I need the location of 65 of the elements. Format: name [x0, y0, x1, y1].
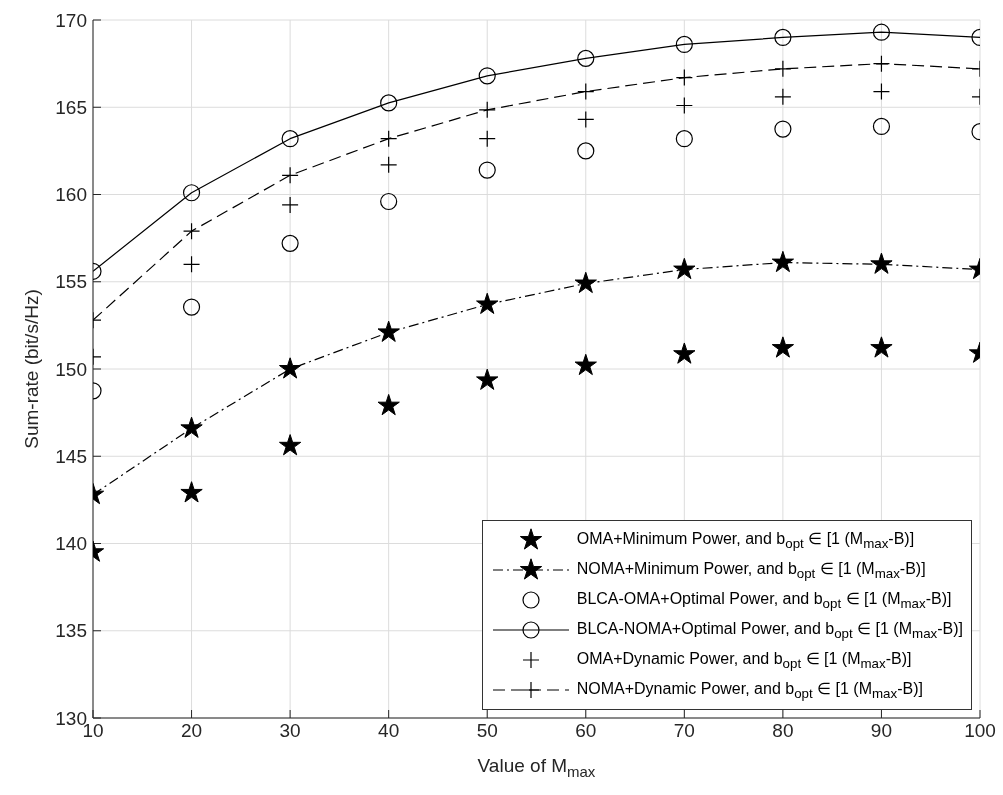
y-tick-label: 160 — [55, 184, 87, 206]
point — [577, 142, 595, 160]
x-tick-label: 90 — [870, 720, 893, 742]
y-tick-label: 170 — [55, 9, 87, 31]
x-tick-label: 30 — [279, 720, 301, 742]
y-tick-label: 135 — [55, 620, 87, 642]
x-tick-label: 70 — [673, 720, 695, 742]
point — [377, 393, 400, 416]
point — [673, 342, 696, 364]
legend-label: BLCA-OMA+Optimal Power, and b$_{opt}$ ∈ [1 (M$_{max}$-B)] — [576, 588, 952, 612]
point — [476, 368, 499, 390]
point — [380, 192, 398, 211]
point — [574, 271, 597, 294]
point — [675, 35, 693, 54]
point — [673, 257, 696, 280]
point — [771, 250, 795, 273]
point — [872, 23, 891, 41]
point — [478, 67, 496, 85]
point — [281, 234, 299, 252]
point — [675, 130, 693, 148]
point — [478, 161, 496, 179]
point — [872, 82, 891, 101]
point — [278, 434, 302, 456]
y-tick-label: 145 — [55, 445, 87, 467]
legend-label: NOMA+Dynamic Power, and b$_{opt}$ ∈ [1 (M$_{max}$-B)] — [576, 678, 923, 702]
point — [180, 416, 203, 438]
x-axis-title: Value of M$_{max}$ — [477, 755, 596, 781]
y-tick-label: 165 — [55, 97, 87, 118]
legend-label: OMA+Dynamic Power, and b$_{opt}$ ∈ [1 (M$_{max}$-B)] — [576, 648, 912, 672]
point — [872, 117, 891, 136]
point — [577, 49, 595, 67]
point — [476, 292, 499, 314]
point — [774, 28, 792, 47]
point — [182, 298, 201, 316]
x-tick-label: 100 — [964, 720, 996, 742]
point — [870, 252, 893, 274]
point — [182, 222, 201, 240]
point — [774, 88, 792, 106]
x-tick-label: 60 — [575, 720, 597, 742]
x-tick-label: 50 — [476, 720, 498, 742]
point — [278, 357, 302, 379]
point — [574, 353, 597, 376]
point — [774, 120, 792, 138]
legend-label: NOMA+Minimum Power, and b$_{opt}$ ∈ [1 (M$_{max}$-B)] — [576, 558, 926, 582]
x-tick-label: 20 — [180, 720, 203, 742]
legend-label: OMA+Minimum Power, and b$_{opt}$ ∈ [1 (M$_{max}$-B)] — [576, 528, 915, 552]
point — [281, 130, 299, 148]
y-tick-label: 140 — [55, 533, 87, 555]
point — [182, 255, 201, 273]
point — [380, 94, 398, 112]
point — [577, 110, 595, 129]
legend-label: BLCA-NOMA+Optimal Power, and b$_{opt}$ ∈ [1 (M$_{max}$-B)] — [576, 618, 963, 642]
y-tick-label: 150 — [55, 358, 87, 380]
point — [771, 336, 795, 358]
point — [180, 481, 203, 503]
point — [380, 156, 398, 174]
x-tick-label: 80 — [772, 720, 794, 742]
point — [872, 55, 891, 73]
y-tick-label: 155 — [55, 271, 87, 293]
point — [478, 130, 496, 148]
point — [182, 184, 201, 202]
point — [870, 336, 893, 358]
y-axis-title: Sum-rate (bit/s/Hz) — [21, 289, 42, 449]
x-tick-label: 40 — [378, 720, 400, 742]
point — [377, 320, 400, 342]
